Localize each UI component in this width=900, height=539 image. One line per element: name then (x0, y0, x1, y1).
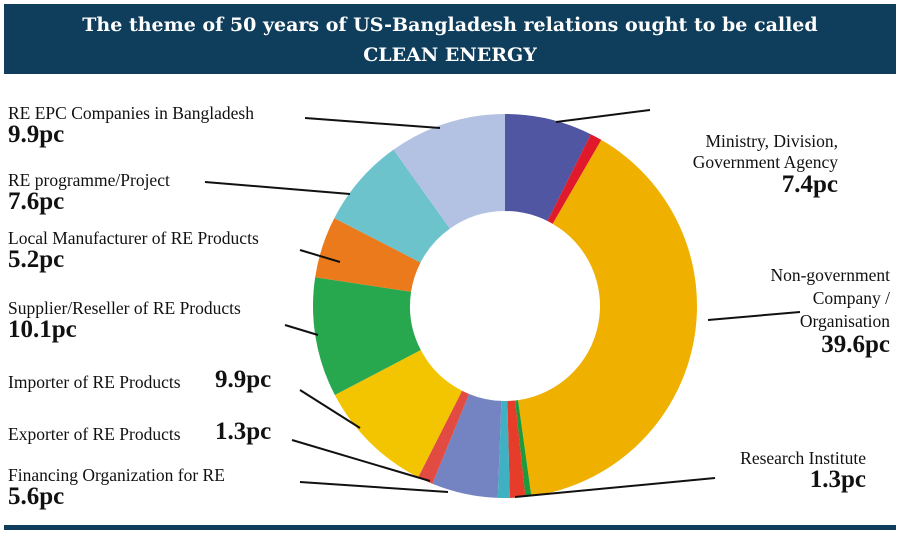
value-supplier: 10.1pc (8, 316, 77, 343)
donut-slice-unlabeled-3 (515, 400, 532, 497)
label-research: Research Institute (740, 448, 866, 468)
label-supplier: Supplier/Reseller of RE Products (8, 298, 241, 318)
value-importer: 9.9pc (215, 366, 272, 393)
value-financing: 5.6pc (8, 483, 65, 510)
label-importer: Importer of RE Products (8, 372, 181, 392)
value-local-manufacturer: 5.2pc (8, 246, 65, 273)
label-financing: Financing Organization for RE (8, 465, 225, 485)
donut-slice-unlabeled-5 (497, 400, 510, 498)
label-exporter: Exporter of RE Products (8, 424, 181, 444)
donut-slice-unlabeled-1 (547, 134, 602, 224)
bottom-rule (4, 525, 896, 530)
label-nongov-2: Company / (812, 288, 890, 308)
donut-slice-re-epc-companies-in-bangladesh (393, 114, 505, 229)
donut-slice-research-institute (507, 400, 526, 498)
leader-line-research (514, 477, 716, 498)
donut-slice-importer-of-re-products (334, 350, 463, 478)
value-nongov: 39.6pc (821, 331, 890, 358)
leader-line-financing (299, 481, 449, 493)
label-ministry-1: Ministry, Division, (705, 131, 838, 151)
leader-line-re-epc (304, 117, 441, 129)
donut-slice-non-government-company-organisation (518, 139, 698, 497)
value-re-programme: 7.6pc (8, 188, 65, 215)
donut-slice-financing-organization-for-re (432, 393, 502, 498)
value-exporter: 1.3pc (215, 418, 272, 445)
leader-line-nongov (707, 311, 801, 321)
title-bar: The theme of 50 years of US-Bangladesh r… (4, 4, 896, 74)
leader-line-supplier (284, 324, 319, 336)
leader-line-local-manufacturer (299, 249, 341, 263)
title-line-1: The theme of 50 years of US-Bangladesh r… (82, 14, 818, 36)
label-nongov-1: Non-government (770, 265, 890, 285)
label-local-manufacturer: Local Manufacturer of RE Products (8, 228, 259, 248)
value-research: 1.3pc (809, 466, 866, 493)
label-nongov-3: Organisation (799, 311, 890, 331)
leader-line-re-programme (204, 181, 351, 195)
donut-slice-supplier-reseller-of-re-products (313, 277, 421, 395)
title-line-2: CLEAN ENERGY (363, 44, 537, 66)
donut-slice-re-programme-project (334, 149, 450, 263)
label-re-programme: RE programme/Project (8, 170, 170, 190)
donut-slice-local-manufacturer-of-re-products (315, 218, 421, 292)
leader-line-importer (299, 389, 361, 429)
label-ministry-2: Government Agency (692, 152, 838, 172)
value-re-epc: 9.9pc (8, 121, 65, 148)
donut-slice-ministry-division-government-agency (505, 114, 591, 222)
donut-slice-exporter-of-re-products (418, 390, 470, 484)
leader-line-ministry (555, 109, 651, 123)
value-ministry: 7.4pc (781, 171, 838, 198)
leader-line-exporter (291, 439, 431, 482)
label-re-epc: RE EPC Companies in Bangladesh (8, 103, 254, 123)
